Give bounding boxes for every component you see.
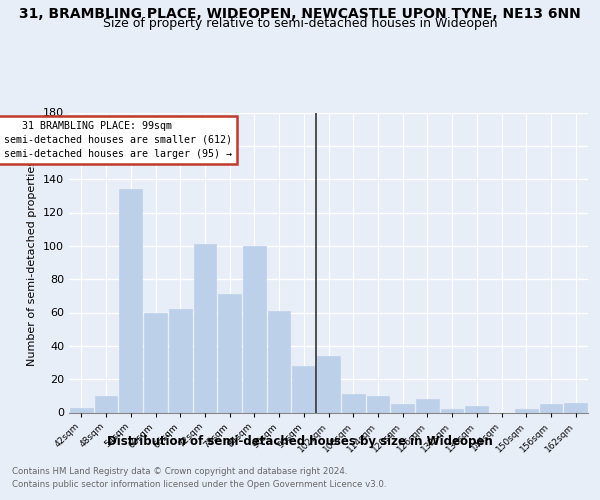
Text: 31 BRAMBLING PLACE: 99sqm
← 86% of semi-detached houses are smaller (612)
  13% : 31 BRAMBLING PLACE: 99sqm ← 86% of semi-… xyxy=(0,121,232,159)
Text: 31, BRAMBLING PLACE, WIDEOPEN, NEWCASTLE UPON TYNE, NE13 6NN: 31, BRAMBLING PLACE, WIDEOPEN, NEWCASTLE… xyxy=(19,8,581,22)
Y-axis label: Number of semi-detached properties: Number of semi-detached properties xyxy=(28,160,37,366)
Bar xyxy=(539,404,562,412)
Bar xyxy=(342,394,365,412)
Text: Contains HM Land Registry data © Crown copyright and database right 2024.: Contains HM Land Registry data © Crown c… xyxy=(12,468,347,476)
Text: Distribution of semi-detached houses by size in Wideopen: Distribution of semi-detached houses by … xyxy=(107,435,493,448)
Bar xyxy=(194,244,216,412)
Bar xyxy=(391,404,414,412)
Bar xyxy=(119,189,142,412)
Bar xyxy=(367,396,389,412)
Bar xyxy=(466,406,488,412)
Bar xyxy=(169,309,191,412)
Bar xyxy=(515,409,538,412)
Bar xyxy=(95,396,118,412)
Bar xyxy=(317,356,340,412)
Bar xyxy=(218,294,241,412)
Bar xyxy=(292,366,315,412)
Bar xyxy=(144,312,167,412)
Bar xyxy=(70,408,93,412)
Text: Contains public sector information licensed under the Open Government Licence v3: Contains public sector information licen… xyxy=(12,480,386,489)
Bar xyxy=(441,409,463,412)
Bar xyxy=(243,246,266,412)
Text: Size of property relative to semi-detached houses in Wideopen: Size of property relative to semi-detach… xyxy=(103,18,497,30)
Bar xyxy=(416,399,439,412)
Bar xyxy=(268,311,290,412)
Bar xyxy=(564,402,587,412)
